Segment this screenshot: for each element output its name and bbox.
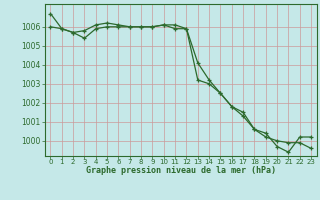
X-axis label: Graphe pression niveau de la mer (hPa): Graphe pression niveau de la mer (hPa) <box>86 166 276 175</box>
